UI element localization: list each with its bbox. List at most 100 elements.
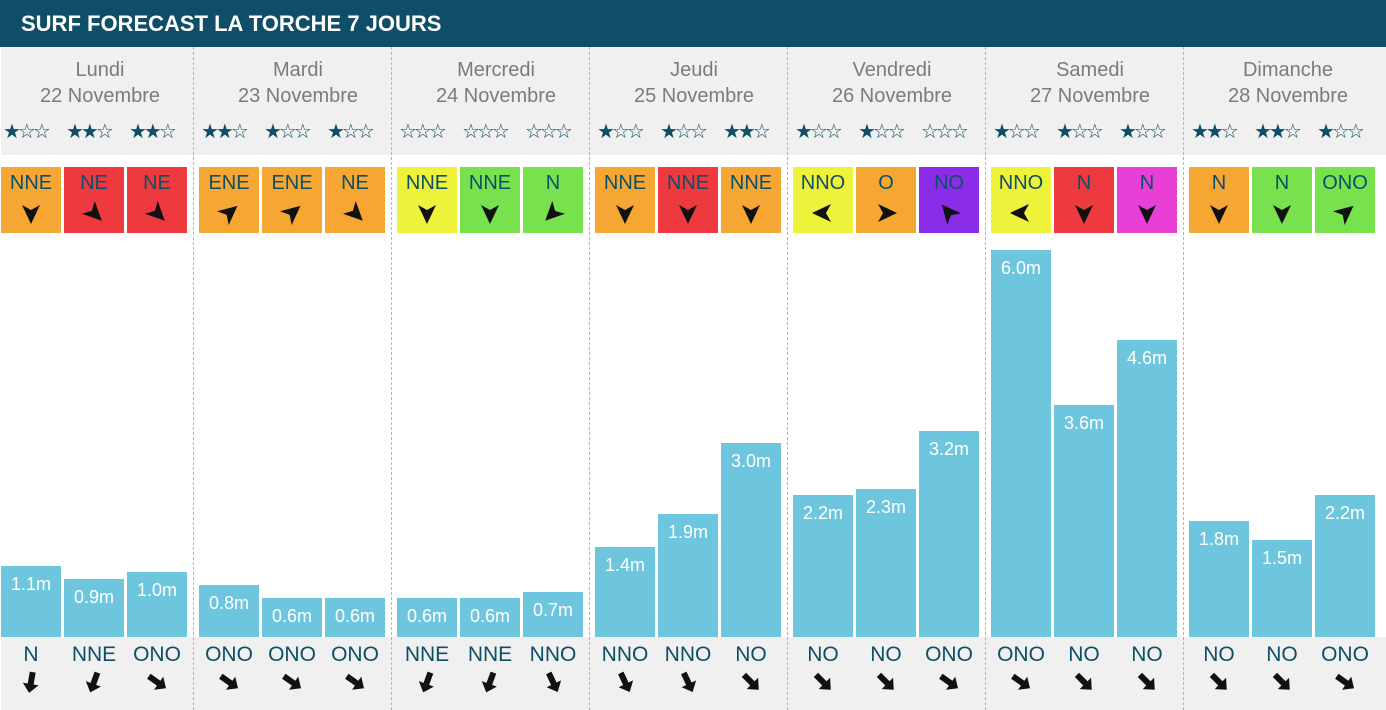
swell-arrow-icon bbox=[876, 672, 894, 690]
wind-direction: ONO bbox=[1322, 172, 1368, 194]
wind-arrow-icon bbox=[280, 201, 304, 226]
star-rating: ★☆☆ bbox=[1317, 121, 1365, 143]
swell-direction: NNO bbox=[601, 643, 649, 666]
wind-tile: N bbox=[1252, 167, 1312, 233]
wind-arrow-icon bbox=[144, 200, 165, 221]
wave-height-bar: 1.1m bbox=[1, 566, 61, 637]
wind-tile: ENE bbox=[199, 167, 259, 233]
swell-direction: ONO bbox=[133, 643, 181, 666]
wind-arrow-icon bbox=[81, 200, 102, 221]
day-date: 24 Novembre bbox=[435, 85, 557, 107]
wind-arrow-icon bbox=[1207, 201, 1231, 225]
swell-arrow-icon bbox=[1272, 672, 1290, 690]
day-date: 26 Novembre bbox=[831, 85, 953, 107]
wind-arrow-icon bbox=[742, 205, 760, 224]
star-rating: ☆☆☆ bbox=[462, 121, 510, 143]
day-column: Samedi 27 Novembre ★☆☆ NNO 6.0m ONO ★☆☆ N 3.6m NO… bbox=[991, 47, 1189, 710]
wind-direction: NO bbox=[934, 172, 964, 194]
wave-height-label: 1.5m bbox=[1261, 548, 1303, 568]
swell-direction: NO bbox=[735, 643, 767, 666]
swell-arrow-icon bbox=[1269, 669, 1295, 695]
swell-direction: ONO bbox=[331, 643, 379, 666]
wave-height-label: 1.8m bbox=[1198, 529, 1240, 549]
star-rating: ★☆☆ bbox=[993, 121, 1041, 143]
wind-arrow-icon bbox=[1333, 205, 1354, 226]
swell-arrow-icon bbox=[618, 671, 634, 692]
swell-direction: NNE bbox=[404, 643, 450, 666]
wave-height-bar: 0.7m bbox=[523, 592, 583, 637]
day-column: Mardi 23 Novembre ★★☆ ENE 0.8m ONO ★☆☆ ENE 0.6m O… bbox=[199, 47, 397, 710]
wave-height-bar: 3.2m bbox=[919, 431, 979, 637]
swell-direction: NO bbox=[1266, 643, 1298, 666]
wind-direction: NE bbox=[143, 172, 171, 194]
swell-arrow-icon bbox=[418, 671, 434, 693]
swell-arrow-icon bbox=[1332, 669, 1358, 695]
wind-arrow-icon bbox=[144, 200, 169, 225]
wind-arrow-icon bbox=[1072, 201, 1096, 225]
swell-arrow-icon bbox=[85, 671, 101, 693]
wave-height-label: 0.6m bbox=[469, 606, 511, 626]
wave-height-bar: 1.8m bbox=[1189, 521, 1249, 637]
wind-direction: N bbox=[545, 172, 561, 194]
swell-direction: ONO bbox=[268, 643, 316, 666]
wind-tile: NNO bbox=[793, 167, 853, 233]
day-column: Vendredi 26 Novembre ★☆☆ NNO 2.2m NO ★☆☆ O 2.3m N… bbox=[793, 47, 991, 710]
wave-height-bar: 2.2m bbox=[793, 495, 853, 637]
wind-tile: NNE bbox=[397, 167, 457, 233]
wave-height-label: 0.6m bbox=[271, 606, 313, 626]
wind-arrow-icon bbox=[1138, 205, 1156, 224]
day-separator bbox=[193, 47, 194, 710]
day-header: Vendredi 26 Novembre bbox=[793, 47, 991, 155]
swell-arrow-icon bbox=[810, 669, 836, 695]
wave-height-bar: 4.6m bbox=[1117, 340, 1177, 637]
swell-direction: NO bbox=[807, 643, 839, 666]
wind-arrow-icon bbox=[739, 201, 763, 225]
star-rating: ★☆☆ bbox=[3, 121, 51, 143]
star-rating: ☆☆☆ bbox=[399, 121, 447, 143]
swell-arrow-icon bbox=[612, 669, 638, 695]
wind-arrow-icon bbox=[481, 205, 499, 224]
wave-height-bar: 0.6m bbox=[397, 598, 457, 637]
wave-height-label: 4.6m bbox=[1126, 348, 1168, 368]
swell-arrow-icon bbox=[1209, 672, 1227, 690]
swell-arrow-icon bbox=[741, 672, 759, 690]
wave-height-label: 2.2m bbox=[1324, 503, 1366, 523]
wind-direction: NNO bbox=[800, 172, 846, 194]
star-rating: ★★☆ bbox=[1191, 121, 1239, 143]
wind-direction: NNE bbox=[729, 172, 773, 194]
wind-direction: N bbox=[1211, 172, 1227, 194]
day-date: 27 Novembre bbox=[1029, 85, 1151, 107]
swell-arrow-icon bbox=[540, 669, 566, 695]
swell-arrow-icon bbox=[738, 669, 764, 695]
wave-height-bar: 1.5m bbox=[1252, 540, 1312, 637]
day-date: 23 Novembre bbox=[237, 85, 359, 107]
day-separator bbox=[787, 47, 788, 710]
swell-arrow-icon bbox=[477, 669, 503, 695]
wind-arrow-icon bbox=[418, 205, 436, 224]
swell-direction: ONO bbox=[997, 643, 1045, 666]
wind-arrow-icon bbox=[22, 205, 40, 224]
swell-direction: NNO bbox=[664, 643, 712, 666]
wind-tile: N bbox=[1054, 167, 1114, 233]
wind-tile: NNE bbox=[460, 167, 520, 233]
day-name: Lundi bbox=[75, 59, 125, 81]
wind-arrow-icon bbox=[874, 201, 898, 225]
wind-tile: ONO bbox=[1315, 167, 1375, 233]
wind-arrow-icon bbox=[812, 204, 831, 222]
star-rating: ☆☆☆ bbox=[525, 121, 573, 143]
wind-direction: O bbox=[878, 172, 894, 194]
wind-arrow-icon bbox=[478, 201, 502, 225]
wind-direction: NNE bbox=[468, 172, 512, 194]
star-rating: ★★☆ bbox=[723, 121, 771, 143]
wave-height-bar: 1.0m bbox=[127, 572, 187, 637]
swell-strip bbox=[991, 637, 1189, 710]
wave-height-bar: 2.2m bbox=[1315, 495, 1375, 637]
swell-arrow-icon bbox=[1137, 672, 1155, 690]
star-rating: ★☆☆ bbox=[1056, 121, 1104, 143]
wind-tile: N bbox=[523, 167, 583, 233]
swell-strip bbox=[1189, 637, 1386, 710]
wind-arrow-icon bbox=[679, 205, 697, 224]
swell-direction: NO bbox=[1131, 643, 1163, 666]
star-rating: ★☆☆ bbox=[858, 121, 906, 143]
star-rating: ☆☆☆ bbox=[921, 121, 969, 143]
